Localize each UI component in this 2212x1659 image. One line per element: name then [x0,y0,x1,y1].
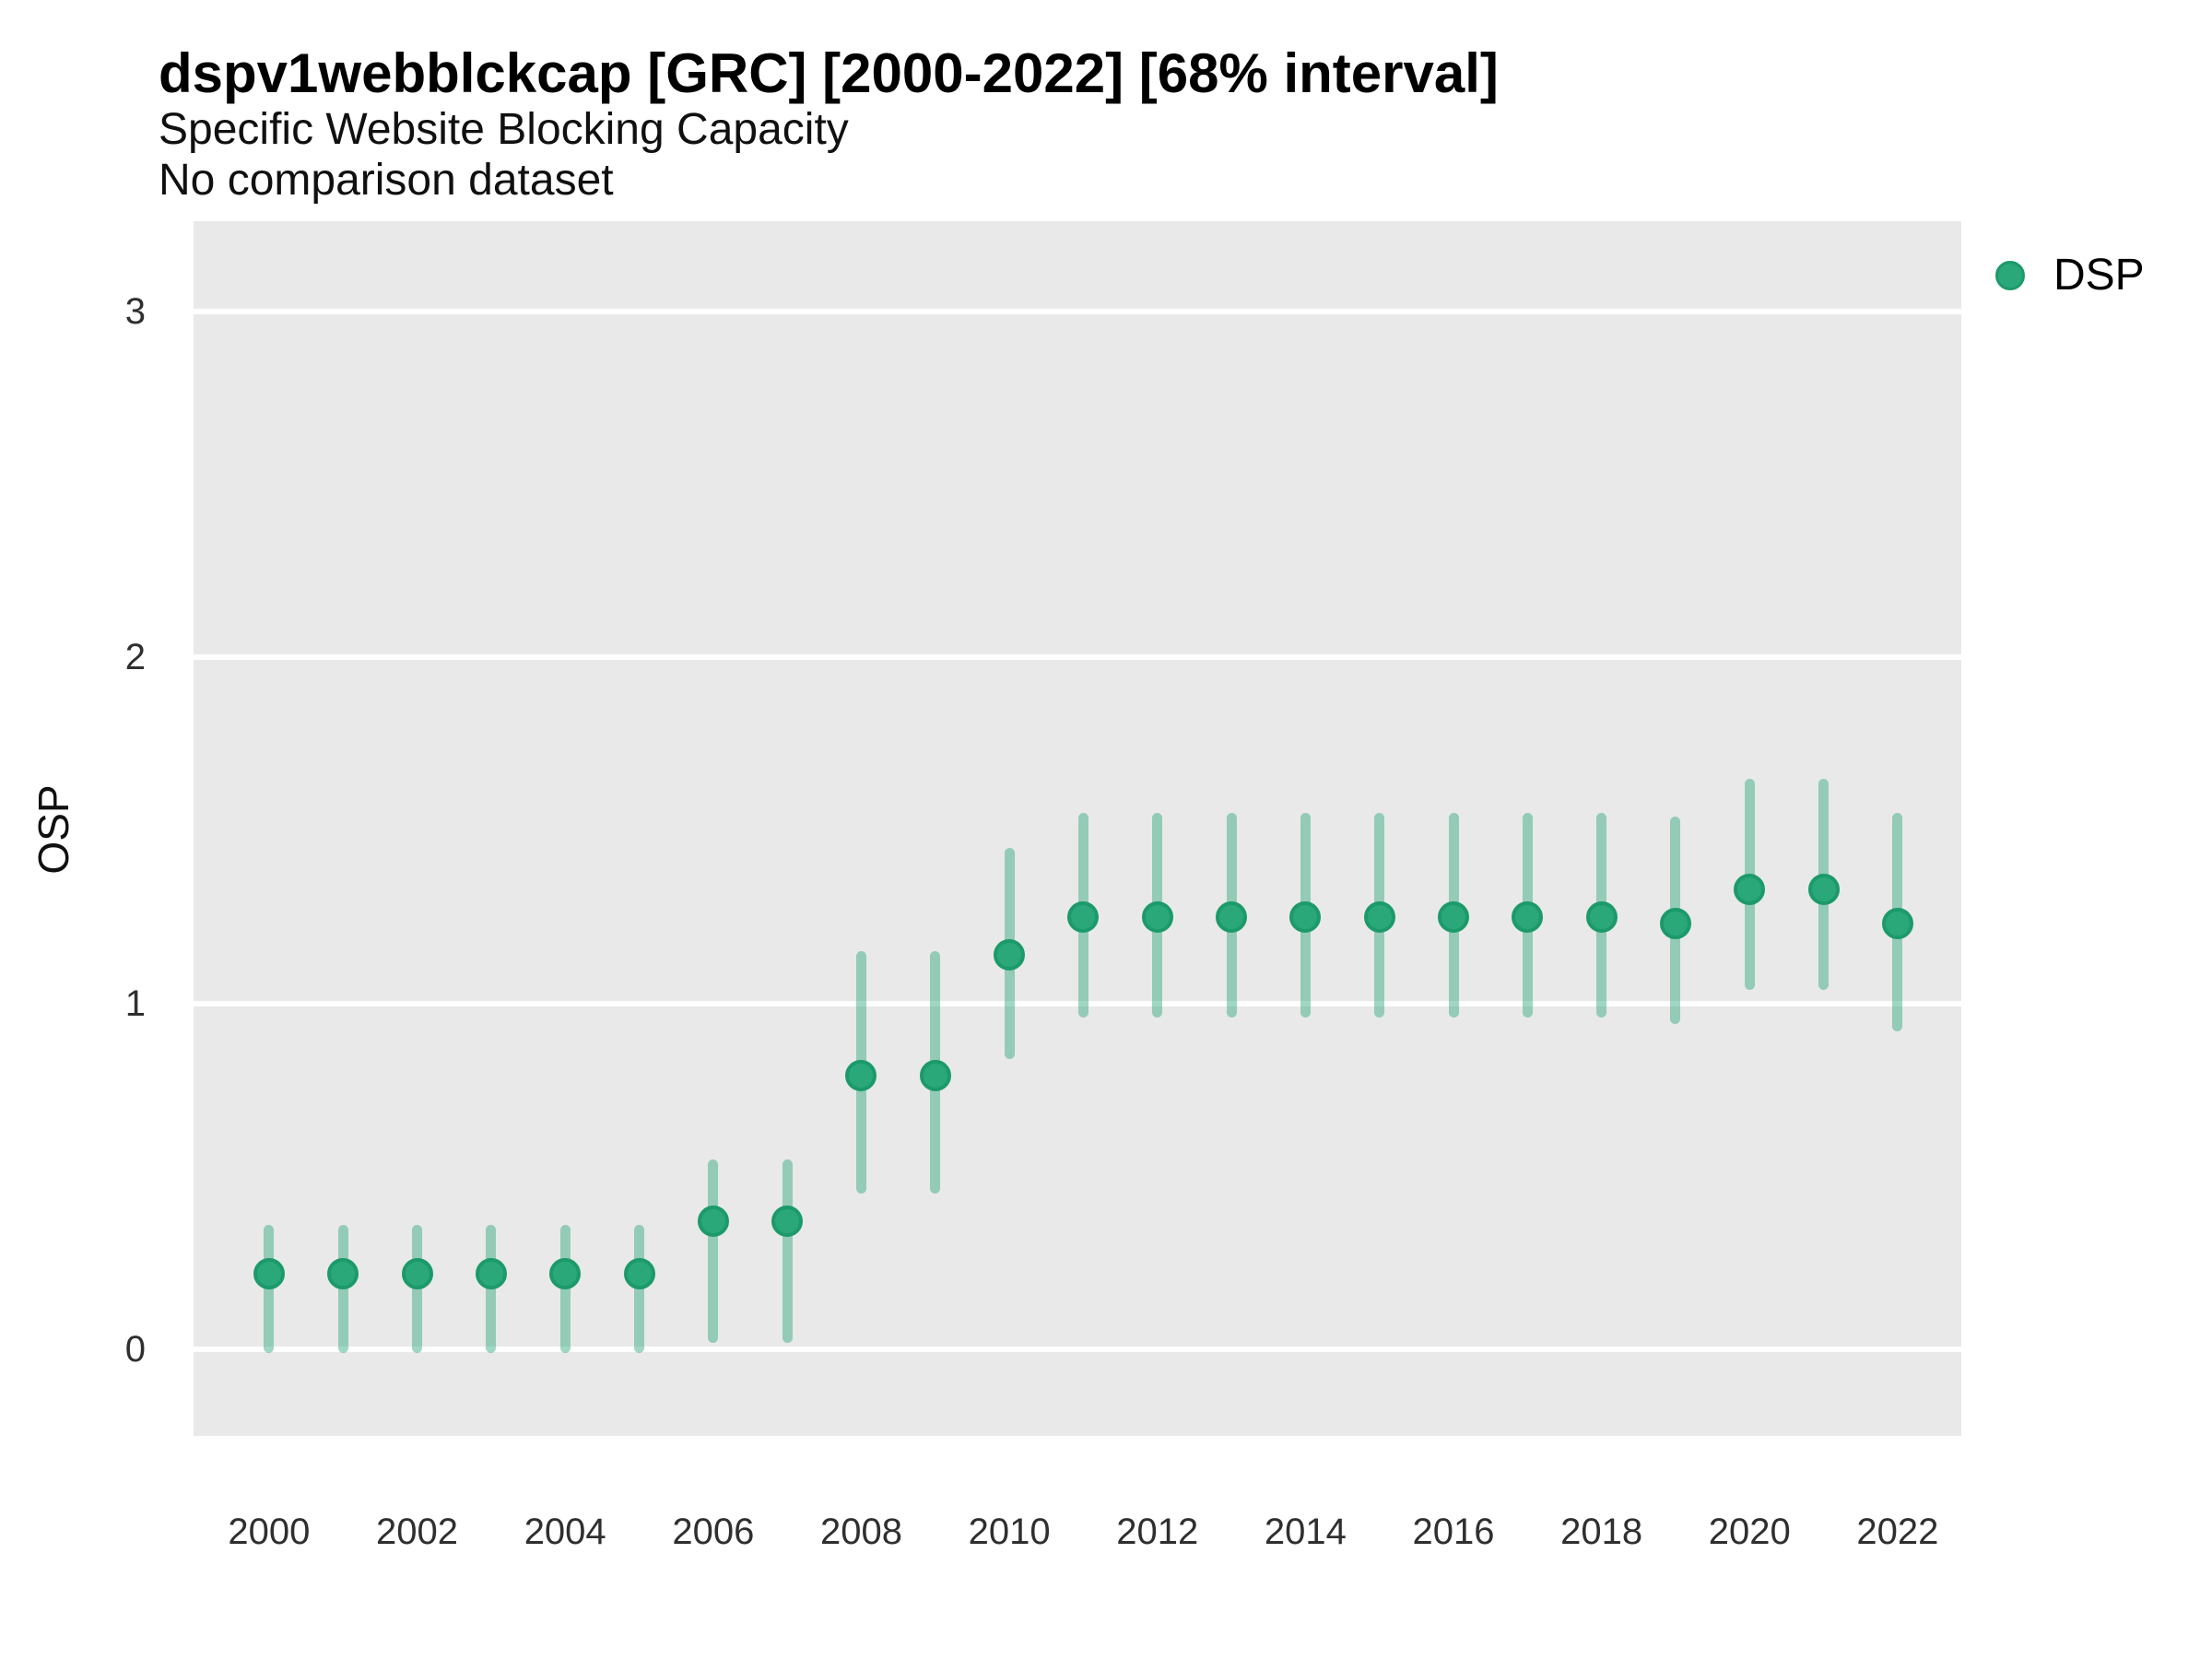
data-point-2009 [919,1060,951,1092]
x-tick-label-2014: 2014 [1264,1512,1347,1552]
data-point-2014 [1289,900,1322,933]
data-point-2010 [994,939,1026,971]
legend-dot-dsp [1995,261,2025,290]
data-point-2001 [327,1257,359,1289]
gridline-y-0 [194,1347,1961,1353]
x-tick-label-2008: 2008 [819,1512,902,1552]
data-point-2015 [1363,900,1395,933]
data-point-2012 [1141,900,1173,933]
y-tick-label-2: 2 [124,637,146,678]
x-tick-label-2000: 2000 [228,1512,311,1552]
data-point-2021 [1807,873,1840,905]
x-tick-label-2018: 2018 [1560,1512,1643,1552]
gridline-y-3 [194,308,1961,314]
legend: DSP [1991,244,2212,309]
x-tick-label-2022: 2022 [1856,1512,1939,1552]
gridline-y-1 [194,1000,1961,1006]
legend-label-dsp: DSP [2053,251,2145,300]
y-tick-label-3: 3 [124,290,146,332]
gridline-y-2 [194,654,1961,661]
data-point-2005 [623,1257,655,1289]
data-point-2017 [1512,900,1544,933]
data-point-2020 [1734,873,1766,905]
data-point-2018 [1585,900,1618,933]
y-tick-label-0: 0 [124,1329,146,1371]
plot-panel [194,221,1961,1436]
y-tick-label-1: 1 [124,982,146,1024]
data-point-2008 [845,1060,877,1092]
data-point-2007 [771,1206,804,1238]
chart-note: No comparison dataset [159,156,614,205]
data-point-2002 [401,1257,433,1289]
x-tick-label-2020: 2020 [1708,1512,1791,1552]
data-point-2022 [1881,908,1913,940]
chart-subtitle: Specific Website Blocking Capacity [159,105,849,154]
x-tick-label-2002: 2002 [376,1512,459,1552]
data-point-2019 [1659,908,1691,940]
x-tick-label-2012: 2012 [1116,1512,1199,1552]
data-point-2013 [1216,900,1248,933]
data-point-2016 [1438,900,1470,933]
chart-title: dspv1webblckcap [GRC] [2000-2022] [68% i… [159,42,1499,104]
data-point-2000 [253,1257,285,1289]
data-point-2004 [549,1257,582,1289]
x-tick-label-2004: 2004 [524,1512,606,1552]
x-tick-label-2006: 2006 [672,1512,755,1552]
x-tick-label-2016: 2016 [1412,1512,1495,1552]
interval-line-2006 [708,1159,719,1343]
interval-line-2007 [782,1159,793,1343]
data-point-2006 [697,1206,729,1238]
data-point-2011 [1067,900,1100,933]
data-point-2003 [475,1257,507,1289]
x-tick-label-2010: 2010 [968,1512,1051,1552]
